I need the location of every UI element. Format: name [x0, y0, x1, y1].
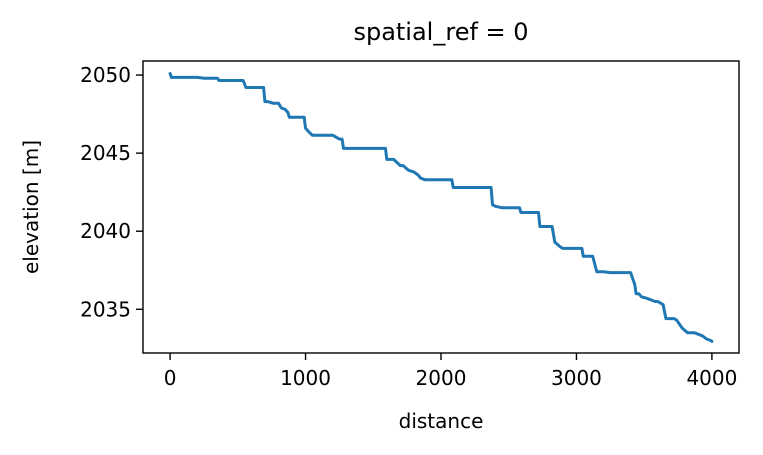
x-tick-label: 0: [164, 366, 177, 390]
chart-title: spatial_ref = 0: [353, 18, 528, 46]
x-tick-label: 1000: [280, 366, 331, 390]
y-tick-label: 2050: [80, 63, 131, 87]
y-tick-label: 2040: [80, 219, 131, 243]
x-tick-label: 4000: [686, 366, 737, 390]
y-tick-label: 2045: [80, 141, 131, 165]
y-axis: 2035 2040 2045 2050: [80, 63, 143, 321]
series-line-elevation: [168, 72, 714, 343]
x-tick-label: 3000: [551, 366, 602, 390]
plot-area: [142, 60, 740, 354]
x-axis: 0 1000 2000 3000 4000: [164, 353, 737, 390]
plot-frame: [142, 60, 740, 354]
x-tick-label: 2000: [416, 366, 467, 390]
y-axis-label: elevation [m]: [19, 140, 43, 274]
y-tick-label: 2035: [80, 297, 131, 321]
x-axis-label: distance: [399, 409, 484, 433]
